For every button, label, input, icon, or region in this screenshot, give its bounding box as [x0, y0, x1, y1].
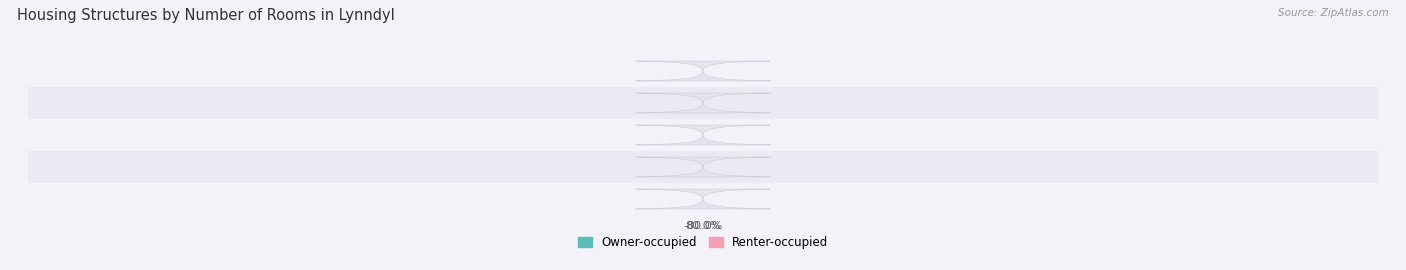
Bar [28, 55, 1378, 87]
FancyBboxPatch shape [636, 189, 770, 209]
FancyBboxPatch shape [636, 93, 770, 113]
Bar [28, 183, 1378, 215]
Bar [28, 119, 1378, 151]
Text: Source: ZipAtlas.com: Source: ZipAtlas.com [1278, 8, 1389, 18]
Text: Housing Structures by Number of Rooms in Lynndyl: Housing Structures by Number of Rooms in… [17, 8, 395, 23]
FancyBboxPatch shape [636, 125, 770, 145]
Bar [28, 151, 1378, 183]
Legend: Owner-occupied, Renter-occupied: Owner-occupied, Renter-occupied [572, 231, 834, 254]
FancyBboxPatch shape [636, 61, 770, 81]
FancyBboxPatch shape [636, 157, 770, 177]
Text: 80.0%: 80.0% [685, 221, 721, 231]
Text: -80.0%: -80.0% [683, 221, 723, 231]
Bar [28, 87, 1378, 119]
